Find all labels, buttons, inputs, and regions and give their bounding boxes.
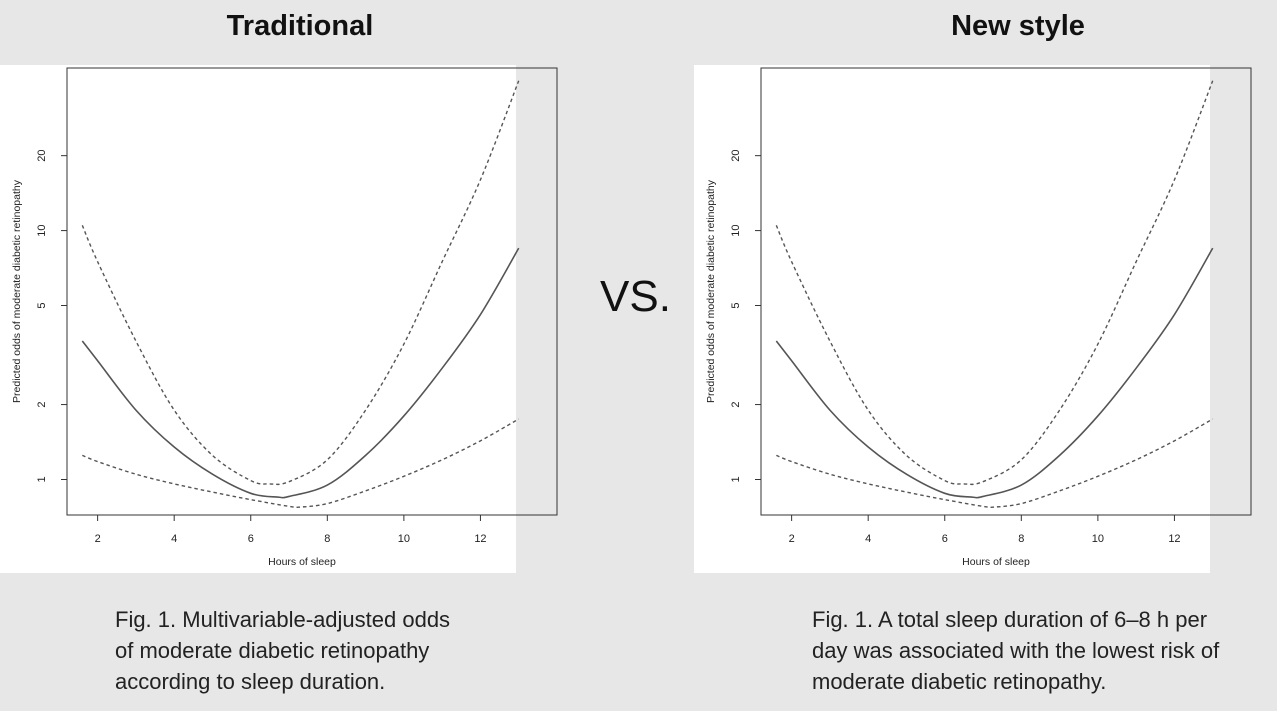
new-style-caption: Fig. 1. A total sleep duration of 6–8 h … bbox=[812, 604, 1242, 697]
x-tick-label: 6 bbox=[248, 533, 254, 545]
x-tick-label: 12 bbox=[1168, 533, 1180, 545]
y-tick-label: 20 bbox=[36, 150, 48, 162]
x-axis-label: Hours of sleep bbox=[268, 556, 336, 568]
estimate-curve bbox=[81, 247, 520, 499]
vs-separator: VS. bbox=[600, 272, 671, 321]
new-style-chart-panel: 2 4 6 8 10 12 1 2 5 10 20 Hours of sleep Predicted o… bbox=[694, 65, 1252, 573]
y-axis-label: Predicted odds of moderate diabetic reti… bbox=[705, 179, 717, 403]
caption-line-3: moderate diabetic retinopathy. bbox=[812, 669, 1107, 694]
traditional-chart-panel: 2 4 6 8 10 12 1 2 5 10 20 Hours of sleep Predicted o… bbox=[0, 65, 558, 573]
x-tick-label: 12 bbox=[474, 533, 486, 545]
caption-line-1: Fig. 1. A total sleep duration of 6–8 h … bbox=[812, 607, 1208, 632]
y-tick-label: 1 bbox=[36, 476, 48, 482]
y-tick-label: 2 bbox=[36, 401, 48, 407]
y-tick-label: 1 bbox=[730, 476, 742, 482]
y-tick-label: 10 bbox=[730, 224, 742, 236]
x-tick-label: 4 bbox=[171, 533, 177, 545]
y-tick-label: 20 bbox=[730, 150, 742, 162]
x-tick-label: 4 bbox=[865, 533, 871, 545]
y-tick-label: 5 bbox=[730, 302, 742, 308]
y-tick-label: 5 bbox=[36, 302, 48, 308]
x-tick-label: 2 bbox=[95, 533, 101, 545]
upper-ci-curve bbox=[81, 80, 520, 486]
x-tick-label: 6 bbox=[942, 533, 948, 545]
upper-ci-curve bbox=[775, 80, 1214, 486]
plot-frame bbox=[760, 67, 1252, 516]
x-tick-label: 8 bbox=[1018, 533, 1024, 545]
lower-ci-curve bbox=[776, 418, 1214, 509]
caption-line-1: Fig. 1. Multivariable-adjusted odds bbox=[115, 607, 451, 632]
new-style-title: New style bbox=[951, 10, 1085, 42]
x-axis-label: Hours of sleep bbox=[962, 556, 1030, 568]
traditional-title: Traditional bbox=[226, 10, 374, 42]
y-tick-label: 2 bbox=[730, 401, 742, 407]
x-tick-label: 10 bbox=[1092, 533, 1104, 545]
y-axis-label: Predicted odds of moderate diabetic reti… bbox=[11, 179, 23, 403]
caption-line-2: of moderate diabetic retinopathy bbox=[115, 638, 430, 663]
caption-line-2: day was associated with the lowest risk … bbox=[812, 638, 1220, 663]
plot-frame bbox=[66, 67, 558, 516]
x-tick-label: 2 bbox=[789, 533, 795, 545]
y-tick-label: 10 bbox=[36, 224, 48, 236]
estimate-curve bbox=[775, 247, 1214, 499]
x-tick-label: 10 bbox=[398, 533, 410, 545]
lower-ci-curve bbox=[82, 418, 520, 509]
x-tick-label: 8 bbox=[324, 533, 330, 545]
traditional-caption: Fig. 1. Multivariable-adjusted odds of m… bbox=[115, 604, 545, 697]
caption-line-3: according to sleep duration. bbox=[115, 669, 386, 694]
